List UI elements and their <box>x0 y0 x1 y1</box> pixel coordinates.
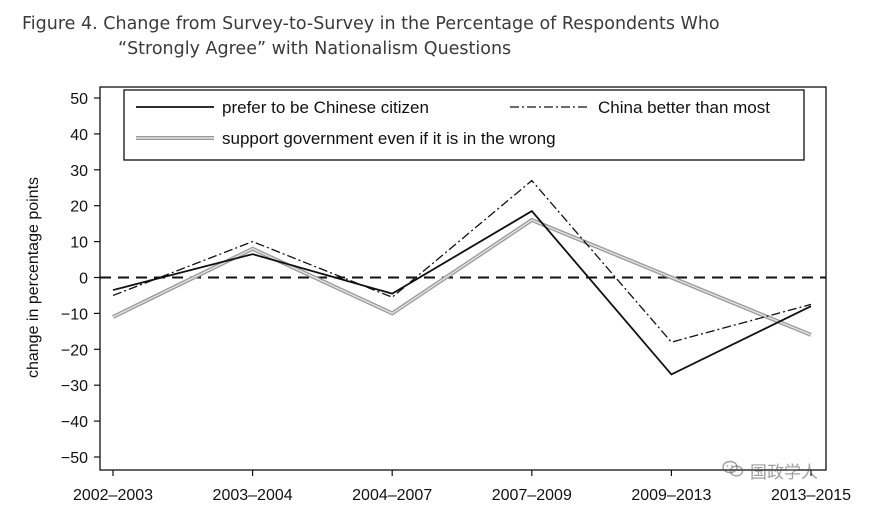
series-line-2 <box>112 179 812 343</box>
x-tick-label: 2007–2009 <box>492 487 572 504</box>
y-tick-label: 20 <box>70 199 88 216</box>
series-line-1 <box>112 209 812 376</box>
y-axis-label: change in percentage points <box>25 177 42 378</box>
x-tick-label: 2002–2003 <box>73 487 153 504</box>
y-tick-label: −20 <box>61 342 88 359</box>
watermark: 国政学人 <box>722 458 818 483</box>
y-tick-label: −30 <box>61 378 88 395</box>
x-tick-label: 2003–2004 <box>213 487 293 504</box>
figure-title-line-2: “Strongly Agree” with Nationalism Questi… <box>118 39 512 59</box>
y-tick-label: 10 <box>70 235 88 252</box>
x-tick-label: 2004–2007 <box>352 487 432 504</box>
y-tick-label: 30 <box>70 163 88 180</box>
y-tick-label: 50 <box>70 91 88 108</box>
legend-label-3: support government even if it is in the … <box>222 129 556 148</box>
legend-label-2: China better than most <box>598 98 770 117</box>
y-tick-label: 0 <box>79 271 88 288</box>
y-tick-label: 40 <box>70 127 88 144</box>
legend-box <box>123 89 805 161</box>
x-tick-label: 2009–2013 <box>631 487 711 504</box>
x-tick-label: 2013–2015 <box>771 487 851 504</box>
y-tick-label: −10 <box>61 306 88 323</box>
legend-label-1: prefer to be Chinese citizen <box>222 98 429 117</box>
figure-title-line-1: Figure 4. Change from Survey-to-Survey i… <box>22 14 720 34</box>
y-tick-label: −50 <box>61 450 88 467</box>
y-tick-label: −40 <box>61 414 88 431</box>
wechat-icon <box>722 460 744 483</box>
figure-title: Figure 4. Change from Survey-to-Survey i… <box>22 12 862 62</box>
watermark-text: 国政学人 <box>750 463 818 483</box>
